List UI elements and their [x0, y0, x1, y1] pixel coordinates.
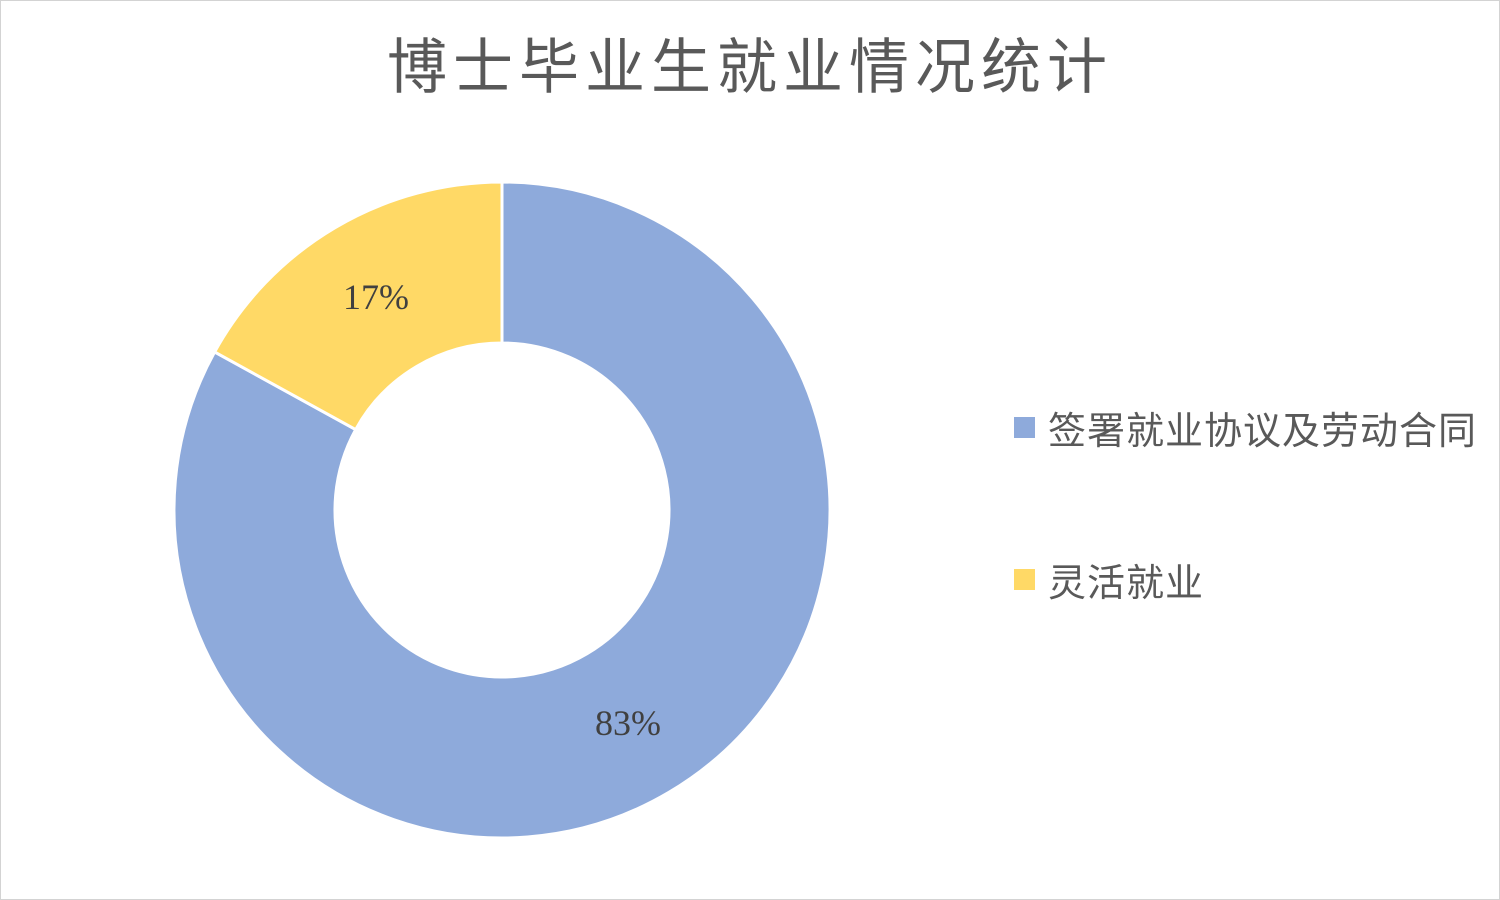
doughnut-slice-1[interactable]: [213, 180, 504, 432]
doughnut-slice-0[interactable]: [172, 180, 832, 840]
legend-item-flexible-employment[interactable]: 灵活就业: [1014, 552, 1477, 607]
legend-item-signed-agreement[interactable]: 签署就业协议及劳动合同: [1014, 400, 1477, 455]
legend: 签署就业协议及劳动合同 灵活就业: [1014, 400, 1477, 607]
legend-label-signed-agreement: 签署就业协议及劳动合同: [1048, 411, 1478, 453]
legend-label-flexible-employment: 灵活就业: [1048, 563, 1205, 605]
legend-marker-yellow-icon: [1014, 569, 1035, 590]
chart-title: 博士毕业生就业情况统计: [387, 35, 1113, 101]
legend-marker-blue-icon: [1014, 417, 1035, 438]
